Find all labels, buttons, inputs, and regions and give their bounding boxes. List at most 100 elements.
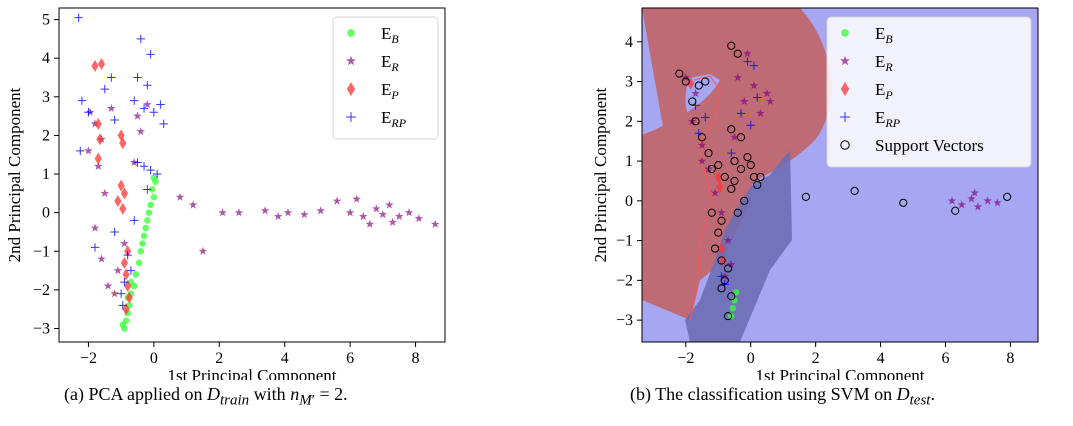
data-point (714, 160, 723, 170)
data-point (746, 160, 755, 170)
data-point (100, 84, 109, 94)
data-point (116, 289, 126, 298)
data-point (91, 59, 99, 72)
data-point (119, 137, 127, 150)
data-point (736, 133, 746, 142)
data-point (133, 73, 142, 82)
y-tick-label: 4 (42, 50, 50, 67)
data-point (717, 216, 726, 225)
data-point (273, 212, 283, 221)
data-point (697, 140, 707, 149)
data-point (148, 186, 156, 193)
data-point (727, 41, 736, 50)
data-point (358, 212, 368, 221)
data-point (691, 88, 700, 98)
data-point (729, 304, 737, 312)
data-point (332, 196, 342, 205)
data-point (119, 202, 127, 215)
data-point (94, 152, 102, 165)
data-point (733, 208, 742, 217)
chart-b-ylabel: 2nd Principal Component (591, 87, 610, 262)
y-tick-label: −3 (616, 312, 633, 329)
x-tick-label: 2 (812, 350, 820, 367)
region-blue-overlay (685, 150, 792, 342)
data-point (130, 96, 139, 105)
data-point (120, 187, 129, 200)
data-point (143, 81, 152, 90)
data-point (701, 113, 710, 122)
data-point (139, 162, 149, 171)
data-point (899, 198, 908, 207)
data-point (139, 104, 149, 113)
data-point (136, 34, 145, 44)
data-point (110, 227, 119, 237)
data-point (717, 242, 726, 255)
data-point (175, 192, 185, 201)
data-point (146, 165, 155, 175)
data-point (736, 164, 746, 174)
data-point (84, 108, 93, 117)
chart-a-ylabel: 2nd Principal Component (5, 87, 24, 262)
data-point (316, 206, 325, 215)
data-point (133, 158, 142, 167)
data-point (723, 312, 733, 321)
data-point (743, 49, 752, 58)
data-point (84, 146, 93, 155)
data-point (681, 77, 690, 86)
data-point (97, 254, 106, 263)
data-point (394, 212, 404, 221)
data-point (76, 146, 85, 156)
data-point (142, 224, 149, 232)
data-point (749, 61, 759, 70)
data-point (850, 186, 859, 196)
data-point (743, 153, 752, 162)
region-boundary-left (689, 75, 721, 321)
data-point (122, 268, 130, 281)
data-point (120, 277, 129, 287)
data-point (120, 256, 129, 269)
data-point (719, 254, 727, 267)
data-point (740, 196, 749, 205)
data-point (107, 103, 116, 113)
data-point (707, 164, 716, 174)
data-point (90, 223, 100, 232)
data-point (710, 188, 720, 197)
data-point (152, 169, 162, 179)
data-point (675, 69, 684, 78)
x-tick-label: −2 (80, 350, 97, 367)
data-point (143, 100, 152, 109)
data-point (756, 108, 765, 118)
data-point (135, 259, 143, 267)
data-point (300, 210, 309, 219)
data-point (727, 125, 736, 134)
data-point (149, 108, 159, 117)
data-point (119, 321, 127, 328)
data-point (730, 176, 739, 186)
y-tick-label: −3 (33, 320, 50, 337)
data-point (218, 208, 227, 217)
x-tick-label: 4 (281, 350, 289, 367)
data-point (727, 292, 736, 301)
x-tick-label: 2 (215, 350, 223, 367)
data-point (720, 172, 729, 182)
data-point (137, 247, 145, 255)
legend-marker (347, 29, 355, 37)
data-point (970, 188, 979, 197)
data-point (749, 81, 759, 90)
chart-b-xlabel: 1st Principal Component (755, 366, 924, 380)
data-point (385, 200, 394, 209)
data-point (717, 256, 726, 265)
data-point (967, 194, 976, 203)
x-tick-label: 4 (877, 350, 885, 367)
x-tick-label: 6 (941, 350, 949, 367)
chart-b-marks (675, 41, 1012, 321)
data-point (739, 96, 749, 106)
data-point (704, 149, 713, 158)
data-point (152, 178, 159, 186)
legend-marker (841, 29, 849, 37)
x-tick-label: 6 (346, 350, 354, 367)
data-point (753, 180, 762, 190)
data-point (140, 232, 148, 240)
x-tick-label: 8 (1006, 350, 1014, 367)
data-point (733, 73, 743, 82)
